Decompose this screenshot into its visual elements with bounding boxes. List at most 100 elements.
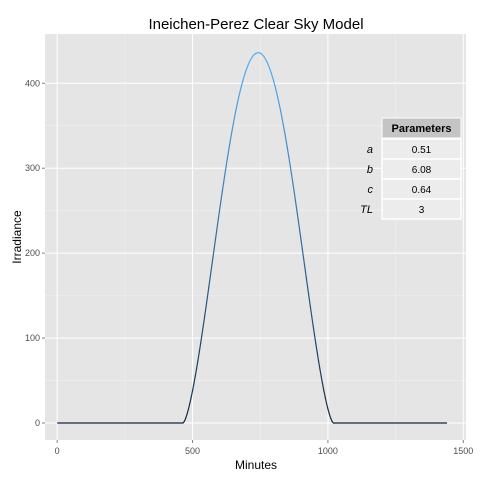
day-segment bbox=[331, 420, 334, 424]
x-tick-label: 0 bbox=[55, 446, 60, 456]
chart-title: Ineichen-Perez Clear Sky Model bbox=[148, 16, 363, 33]
parameter-name: b bbox=[367, 164, 373, 176]
x-tick-label: 500 bbox=[185, 446, 200, 456]
day-segment bbox=[271, 76, 275, 83]
day-segment bbox=[196, 359, 199, 369]
day-segment bbox=[201, 324, 204, 335]
day-segment bbox=[221, 181, 225, 192]
day-segment bbox=[216, 218, 219, 230]
y-axis-title: Irradiance bbox=[10, 210, 24, 264]
day-segment bbox=[301, 247, 305, 259]
day-segment bbox=[323, 390, 326, 398]
parameters-header: Parameters bbox=[392, 123, 452, 135]
day-segment bbox=[204, 305, 207, 317]
day-segment bbox=[223, 172, 226, 183]
y-tick-label: 200 bbox=[25, 248, 40, 258]
parameter-value: 6.08 bbox=[412, 165, 432, 176]
day-segment bbox=[317, 359, 321, 369]
parameter-value: 0.64 bbox=[412, 185, 432, 196]
day-segment bbox=[286, 147, 290, 157]
day-segment bbox=[293, 190, 297, 202]
day-segment bbox=[278, 103, 282, 112]
day-segment bbox=[198, 342, 202, 353]
day-segment bbox=[269, 67, 272, 74]
y-tick-label: 400 bbox=[25, 78, 40, 88]
day-segment bbox=[239, 85, 242, 93]
x-tick-label: 1000 bbox=[318, 446, 338, 456]
parameter-name: TL bbox=[360, 204, 373, 216]
day-segment bbox=[284, 131, 287, 141]
day-segment bbox=[294, 199, 298, 211]
day-segment bbox=[275, 91, 279, 99]
x-tick-label: 1500 bbox=[453, 446, 473, 456]
parameters-header-cell bbox=[381, 117, 462, 139]
day-segment bbox=[282, 123, 286, 133]
parameter-value: 0.51 bbox=[412, 145, 432, 156]
day-segment bbox=[327, 408, 330, 415]
parameters-table: Parameters a 0.51 b 6.08 c 0.64 TL 3 bbox=[360, 117, 462, 220]
day-segment bbox=[205, 296, 209, 308]
day-segment bbox=[236, 97, 240, 105]
day-segment bbox=[212, 247, 215, 259]
day-segment bbox=[190, 390, 194, 398]
day-segment bbox=[328, 413, 332, 419]
day-segment bbox=[233, 109, 237, 118]
day-segment bbox=[228, 139, 232, 149]
day-segment bbox=[292, 181, 295, 192]
day-segment bbox=[290, 172, 294, 183]
plot-panel bbox=[45, 34, 466, 440]
day-segment bbox=[319, 367, 322, 377]
day-segment bbox=[202, 315, 206, 326]
day-segment bbox=[267, 64, 271, 70]
day-segment bbox=[220, 190, 223, 202]
day-segment bbox=[320, 375, 324, 385]
day-segment bbox=[313, 333, 317, 344]
day-segment bbox=[246, 64, 249, 70]
day-segment bbox=[214, 228, 218, 240]
day-segment bbox=[305, 276, 309, 288]
day-segment bbox=[315, 342, 318, 353]
day-segment bbox=[288, 155, 291, 166]
day-segment bbox=[285, 139, 288, 149]
day-segment bbox=[194, 367, 198, 377]
day-segment bbox=[307, 286, 310, 298]
x-axis: 0 500 1000 1500 bbox=[55, 440, 473, 456]
day-segment bbox=[229, 131, 233, 141]
day-segment bbox=[219, 199, 222, 211]
day-segment bbox=[321, 383, 325, 392]
day-segment bbox=[227, 147, 230, 157]
day-segment bbox=[312, 324, 315, 335]
day-segment bbox=[213, 238, 217, 249]
day-segment bbox=[300, 238, 303, 249]
day-segment bbox=[325, 402, 329, 410]
day-segment bbox=[193, 375, 196, 385]
day-segment bbox=[302, 257, 306, 269]
day-segment bbox=[232, 116, 236, 126]
day-segment bbox=[225, 155, 229, 166]
y-tick-label: 300 bbox=[25, 163, 40, 173]
day-segment bbox=[316, 351, 320, 361]
day-segment bbox=[296, 209, 299, 220]
day-segment bbox=[279, 109, 283, 118]
day-segment bbox=[191, 383, 195, 392]
day-segment bbox=[185, 413, 188, 419]
day-segment bbox=[210, 257, 214, 269]
day-segment bbox=[274, 85, 278, 93]
day-segment bbox=[208, 276, 211, 288]
day-segment bbox=[237, 91, 241, 99]
day-segment bbox=[277, 97, 280, 105]
day-segment bbox=[281, 116, 284, 126]
day-segment bbox=[197, 351, 200, 361]
day-segment bbox=[235, 103, 238, 112]
parameter-name: a bbox=[367, 144, 373, 156]
day-segment bbox=[231, 123, 234, 133]
parameter-value-cell bbox=[381, 198, 462, 220]
day-segment bbox=[240, 80, 244, 88]
day-segment bbox=[187, 402, 191, 410]
day-segment bbox=[311, 315, 314, 326]
parameter-value: 3 bbox=[419, 205, 425, 216]
y-tick-label: 100 bbox=[25, 333, 40, 343]
day-segment bbox=[206, 286, 210, 298]
day-segment bbox=[200, 333, 203, 344]
